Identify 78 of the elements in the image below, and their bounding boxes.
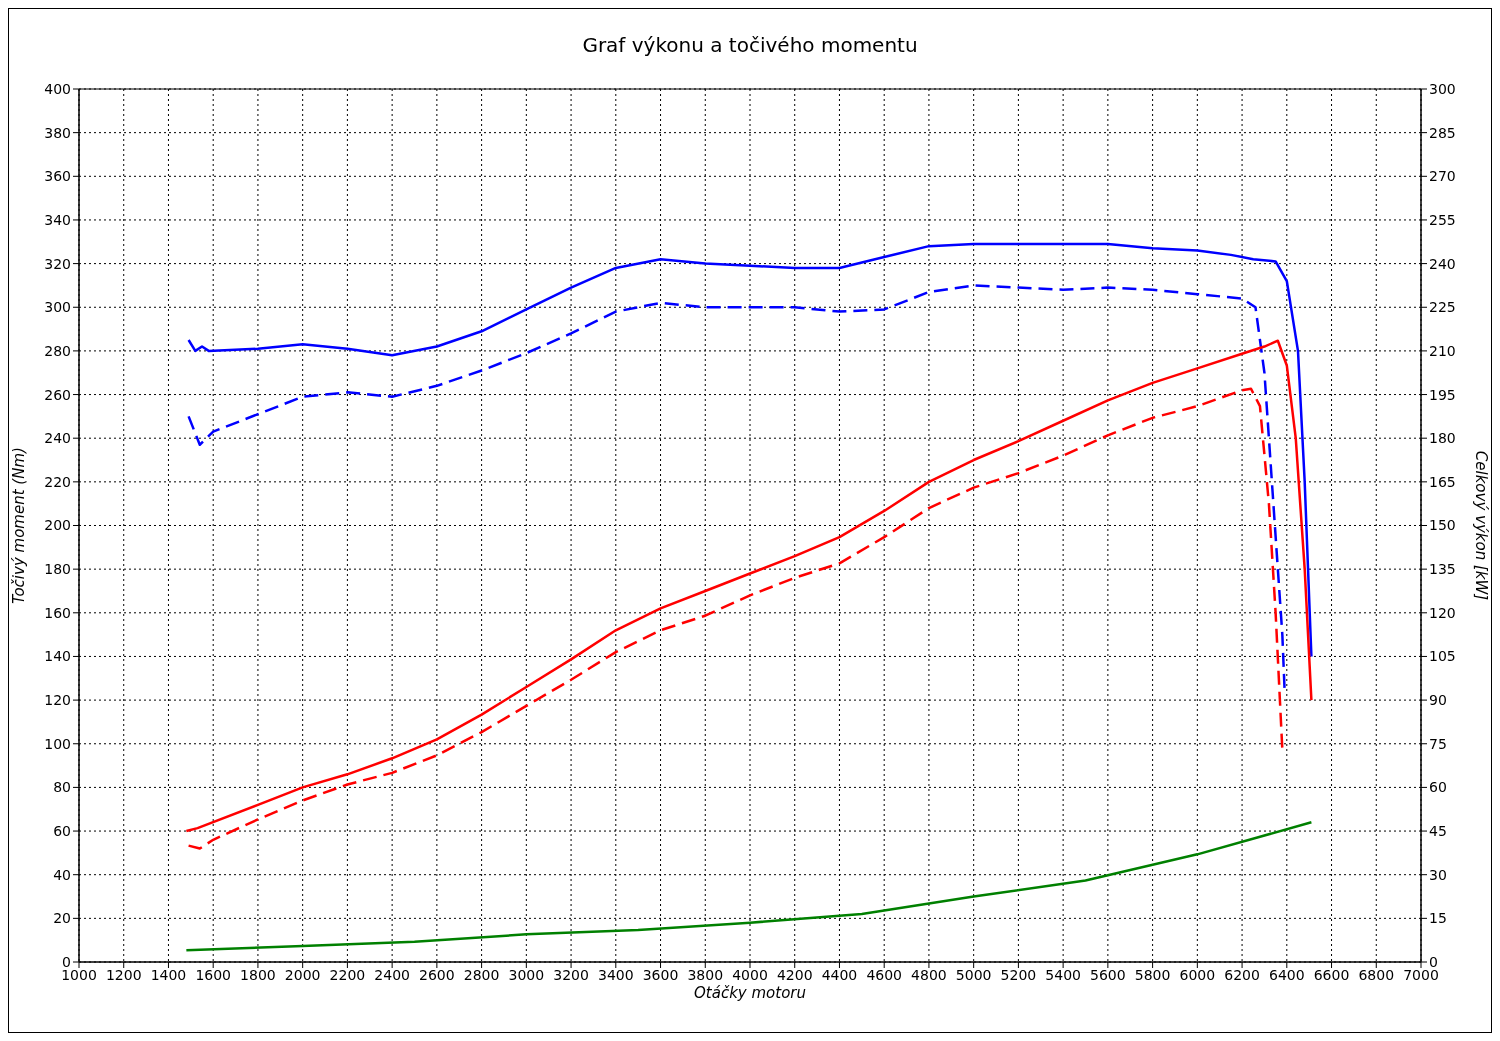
line-series [185, 339, 1313, 833]
line-series [187, 284, 1286, 691]
y-tick-label: 180 [44, 561, 71, 578]
x-tick-label: 2200 [329, 966, 366, 983]
y2-tick-label: 270 [1429, 168, 1456, 185]
x-tick-label: 2000 [284, 966, 321, 983]
x-tick-label: 4800 [911, 966, 947, 983]
y2-tick-label: 210 [1429, 342, 1456, 359]
x-axis-title: Otáčky motoru [694, 984, 806, 1002]
x-tick-label: 1400 [150, 966, 187, 983]
x-tick-label: 4400 [821, 966, 858, 983]
y-tick-label: 260 [44, 386, 71, 403]
y-tick-label: 360 [44, 168, 71, 185]
y-tick-label: 200 [44, 517, 71, 534]
y-tick-label: 280 [44, 342, 71, 359]
x-tick-label: 5600 [1090, 966, 1126, 983]
y2-tick-label: 75 [1429, 735, 1447, 752]
y-tick-label: 60 [53, 823, 71, 840]
x-tick-label: 4200 [776, 966, 813, 983]
x-tick-label: 1600 [195, 966, 232, 983]
y-tick-label: 240 [44, 430, 71, 447]
y-tick-label: 160 [44, 604, 71, 621]
line-series [187, 242, 1313, 658]
y-axis-title: Točivý moment (Nm) [10, 447, 29, 604]
x-tick-label: 5400 [1045, 966, 1081, 983]
y-tick-label: 300 [44, 299, 71, 316]
x-tick-label: 3800 [687, 966, 724, 983]
x-tick-label: 3200 [553, 966, 589, 983]
x-tick-label: 6400 [1268, 966, 1305, 983]
y-tick-label: 400 [44, 80, 71, 97]
y2-tick-label: 300 [1429, 80, 1456, 97]
y-tick-label: 120 [44, 692, 71, 709]
y2-tick-label: 150 [1429, 517, 1456, 534]
y2-tick-label: 30 [1429, 866, 1447, 883]
chart-title: Graf výkonu a točivého momentu [581, 33, 919, 57]
x-tick-label: 1800 [240, 966, 276, 983]
x-tick-label: 2800 [463, 966, 500, 983]
x-tick-label: 1200 [105, 966, 142, 983]
y2-tick-label: 225 [1429, 299, 1456, 316]
x-tick-label: 3000 [508, 966, 545, 983]
x-tick-label: 3400 [597, 966, 634, 983]
x-tick-label: 2400 [374, 966, 410, 983]
y2-tick-label: 165 [1429, 473, 1456, 490]
y2-tick-label: 180 [1429, 430, 1456, 447]
y2-tick-label: 15 [1429, 910, 1447, 927]
y-tick-label: 40 [53, 866, 71, 883]
y2-tick-label: 90 [1429, 692, 1447, 709]
x-tick-label: 2600 [419, 966, 455, 983]
line-series [187, 387, 1284, 850]
y2-axis-title: Celkový výkon [kW] [1471, 450, 1490, 601]
y2-tick-label: 285 [1429, 124, 1456, 141]
y2-tick-label: 45 [1429, 823, 1447, 840]
y2-tick-label: 135 [1429, 561, 1456, 578]
x-tick-label: 4600 [866, 966, 903, 983]
y2-tick-label: 240 [1429, 255, 1456, 272]
y-tick-label: 340 [44, 211, 71, 228]
x-tick-label: 6600 [1313, 966, 1350, 983]
y2-tick-label: 105 [1429, 648, 1456, 665]
x-tick-label: 5000 [955, 966, 992, 983]
x-tick-label: 5800 [1134, 966, 1171, 983]
x-tick-label: 6800 [1358, 966, 1395, 983]
x-tick-label: 4000 [732, 966, 768, 983]
y-tick-label: 220 [44, 473, 71, 490]
y2-tick-label: 120 [1429, 604, 1456, 621]
y-tick-label: 100 [44, 735, 71, 752]
y2-tick-label: 60 [1429, 779, 1447, 796]
y2-tick-label: 195 [1429, 386, 1456, 403]
x-tick-label: 5200 [1000, 966, 1037, 983]
y-tick-label: 380 [44, 124, 71, 141]
line-series [185, 821, 1313, 952]
y-tick-label: 20 [53, 910, 71, 927]
y-tick-label: 140 [44, 648, 71, 665]
x-tick-label: 6200 [1224, 966, 1260, 983]
x-tick-label: 3600 [642, 966, 679, 983]
x-tick-label: 6000 [1179, 966, 1216, 983]
y-tick-label: 320 [44, 255, 71, 272]
y-tick-label: 80 [53, 779, 71, 796]
y2-tick-label: 255 [1429, 211, 1456, 228]
